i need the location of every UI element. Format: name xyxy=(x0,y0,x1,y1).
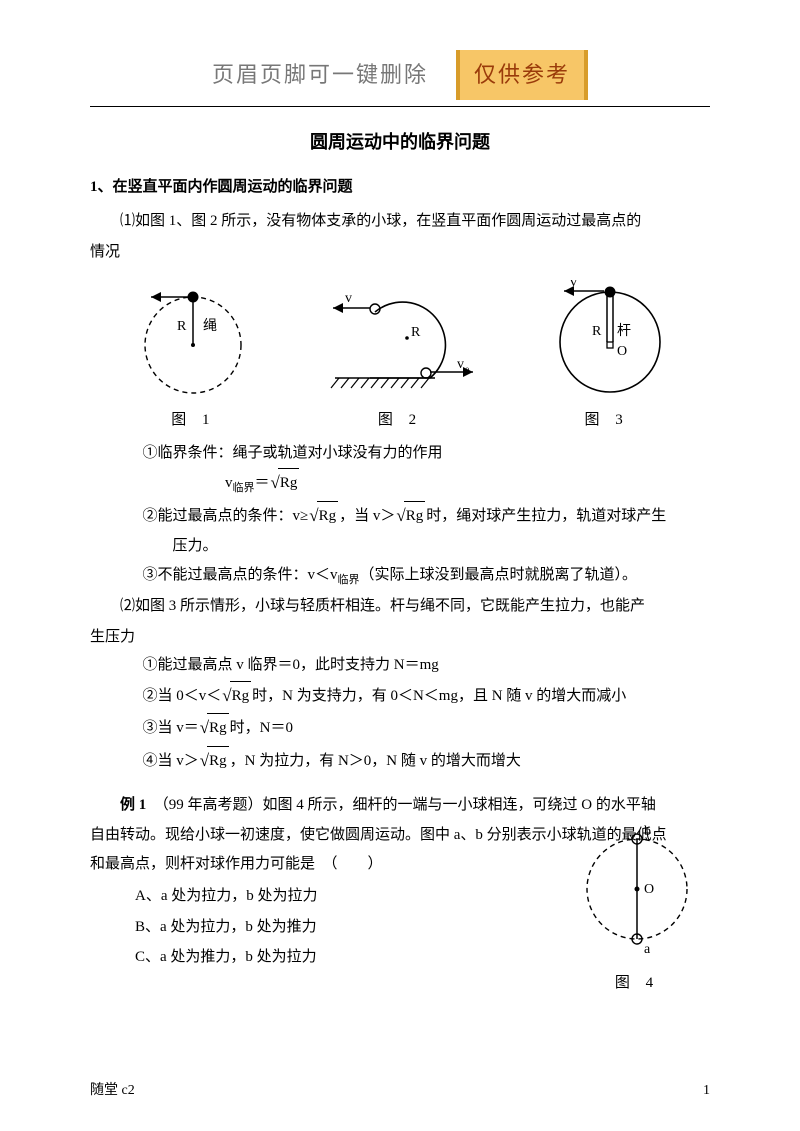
para: 生压力 xyxy=(90,623,710,652)
para: ⑵如图 3 所示情形，小球与轻质杆相连。杆与绳不同，它既能产生拉力，也能产 xyxy=(90,592,710,621)
svg-text:R: R xyxy=(411,325,421,340)
fig1-caption: 图 1 xyxy=(90,406,297,435)
svg-text:b: b xyxy=(644,824,651,839)
svg-text:O: O xyxy=(644,882,654,897)
fig3-caption: 图 3 xyxy=(503,406,710,435)
page-title: 圆周运动中的临界问题 xyxy=(90,125,710,159)
figure-4: O b a 图 4 xyxy=(572,817,702,998)
item: 压力。 xyxy=(173,532,711,561)
header-rule xyxy=(90,106,710,107)
footer-right: 1 xyxy=(703,1078,710,1105)
item: ①能过最高点 v 临界＝0，此时支持力 N＝mg xyxy=(143,651,711,680)
svg-text:O: O xyxy=(617,344,627,359)
item: ②能过最高点的条件：v≥√Rg，当 v＞√Rg时，绳对球产生拉力，轨道对球产生 xyxy=(143,500,711,532)
svg-text:v: v xyxy=(457,357,464,372)
fig2-caption: 图 2 xyxy=(297,406,504,435)
figure-3: R 杆 O v 图 3 xyxy=(503,280,710,435)
item: ③当 v＝√Rg时，N＝0 xyxy=(143,712,711,744)
svg-text:0: 0 xyxy=(465,366,470,376)
svg-text:杆: 杆 xyxy=(617,323,631,339)
header-text: 页眉页脚可一键删除 xyxy=(212,54,428,96)
svg-text:R: R xyxy=(592,324,602,339)
para: ⑴如图 1、图 2 所示，没有物体支承的小球，在竖直平面作圆周运动过最高点的 xyxy=(90,207,710,236)
svg-text:R: R xyxy=(177,319,187,334)
figure-2: R v v 0 图 2 xyxy=(297,280,504,435)
section-heading: 1、在竖直平面内作圆周运动的临界问题 xyxy=(90,173,710,202)
svg-text:v: v xyxy=(570,280,577,290)
svg-text:a: a xyxy=(644,942,651,957)
example-1: 例 1 （99 年高考题）如图 4 所示，细杆的一端与一小球相连，可绕过 O 的… xyxy=(90,791,710,972)
formula: v临界＝√Rg xyxy=(225,467,710,499)
svg-text:v: v xyxy=(345,291,352,306)
item: ①临界条件：绳子或轨道对小球没有力的作用 xyxy=(143,439,711,468)
figure-1: R 绳 图 1 xyxy=(90,280,297,435)
example-label: 例 1 xyxy=(120,797,146,813)
svg-text:绳: 绳 xyxy=(203,318,217,334)
fig4-caption: 图 4 xyxy=(572,969,702,998)
item: ②当 0＜v＜√Rg时，N 为支持力，有 0＜N＜mg，且 N 随 v 的增大而… xyxy=(143,680,711,712)
item: ③不能过最高点的条件：v＜v临界（实际上球没到最高点时就脱离了轨道）。 xyxy=(143,561,711,591)
para: 情况 xyxy=(90,238,710,267)
footer-left: 随堂 c2 xyxy=(90,1078,135,1105)
item: ④当 v＞√Rg，N 为拉力，有 N＞0，N 随 v 的增大而增大 xyxy=(143,745,711,777)
header-badge: 仅供参考 xyxy=(456,50,588,100)
